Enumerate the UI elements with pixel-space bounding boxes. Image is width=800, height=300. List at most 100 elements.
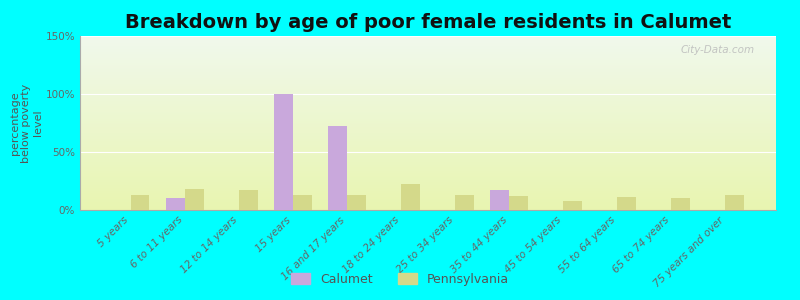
Bar	[80, 173, 776, 174]
Bar	[80, 201, 776, 202]
Bar	[80, 98, 776, 99]
Bar	[80, 107, 776, 108]
Bar	[80, 138, 776, 139]
Bar	[80, 60, 776, 61]
Bar	[80, 97, 776, 98]
Bar	[80, 67, 776, 68]
Bar	[618, 197, 636, 210]
Bar	[80, 54, 776, 55]
Bar	[80, 186, 776, 187]
Bar	[80, 103, 776, 104]
Bar	[80, 122, 776, 123]
Bar	[80, 171, 776, 172]
Bar	[671, 198, 690, 210]
Bar	[401, 184, 420, 210]
Bar	[80, 168, 776, 169]
Bar	[80, 146, 776, 147]
Bar	[80, 120, 776, 121]
Bar	[80, 109, 776, 110]
Bar	[80, 191, 776, 192]
Bar	[80, 78, 776, 79]
Bar	[80, 90, 776, 91]
Bar	[80, 175, 776, 176]
Bar	[80, 160, 776, 161]
Bar	[80, 188, 776, 189]
Bar	[80, 62, 776, 63]
Bar	[80, 129, 776, 130]
Bar	[80, 94, 776, 95]
Bar	[80, 108, 776, 109]
Bar	[80, 196, 776, 197]
Bar	[80, 198, 776, 199]
Bar	[80, 197, 776, 198]
Bar	[80, 207, 776, 208]
Bar	[347, 195, 366, 210]
Bar	[80, 193, 776, 194]
Bar	[80, 143, 776, 144]
Bar	[80, 74, 776, 75]
Bar	[80, 36, 776, 37]
Bar	[80, 158, 776, 159]
Bar	[80, 206, 776, 207]
Bar	[80, 39, 776, 40]
Bar	[80, 125, 776, 126]
Bar	[80, 115, 776, 116]
Bar	[80, 147, 776, 148]
Bar	[80, 155, 776, 156]
Bar	[80, 52, 776, 53]
Bar	[80, 139, 776, 140]
Bar	[80, 183, 776, 184]
Bar	[80, 53, 776, 54]
Bar	[80, 128, 776, 129]
Bar	[80, 43, 776, 44]
Bar	[80, 152, 776, 153]
Bar	[80, 75, 776, 76]
Bar	[80, 144, 776, 145]
Bar	[80, 118, 776, 119]
Bar	[80, 76, 776, 77]
Bar	[509, 196, 528, 210]
Bar	[80, 56, 776, 57]
Bar	[563, 201, 582, 210]
Bar	[80, 106, 776, 107]
Bar	[80, 141, 776, 142]
Bar	[80, 73, 776, 74]
Bar	[80, 184, 776, 185]
Bar	[80, 156, 776, 157]
Bar	[80, 157, 776, 158]
Bar	[80, 68, 776, 69]
Bar	[80, 200, 776, 201]
Bar	[490, 190, 509, 210]
Bar	[80, 110, 776, 111]
Bar	[80, 169, 776, 170]
Bar	[80, 187, 776, 188]
Bar	[80, 174, 776, 175]
Bar	[80, 41, 776, 42]
Bar	[130, 195, 150, 210]
Bar	[80, 176, 776, 177]
Bar	[80, 93, 776, 94]
Bar	[80, 46, 776, 47]
Bar	[80, 70, 776, 71]
Bar	[80, 145, 776, 146]
Bar	[80, 204, 776, 205]
Y-axis label: percentage
below poverty
level: percentage below poverty level	[10, 83, 42, 163]
Bar	[80, 134, 776, 135]
Bar	[80, 112, 776, 113]
Bar	[80, 126, 776, 127]
Bar	[80, 38, 776, 39]
Bar	[80, 137, 776, 138]
Bar	[80, 161, 776, 162]
Bar	[80, 113, 776, 114]
Bar	[80, 77, 776, 78]
Bar	[80, 209, 776, 210]
Bar	[328, 127, 347, 210]
Bar	[80, 114, 776, 115]
Bar	[80, 117, 776, 118]
Bar	[80, 85, 776, 86]
Bar	[80, 164, 776, 165]
Bar	[238, 190, 258, 210]
Bar	[80, 167, 776, 168]
Bar	[80, 172, 776, 173]
Bar	[80, 166, 776, 167]
